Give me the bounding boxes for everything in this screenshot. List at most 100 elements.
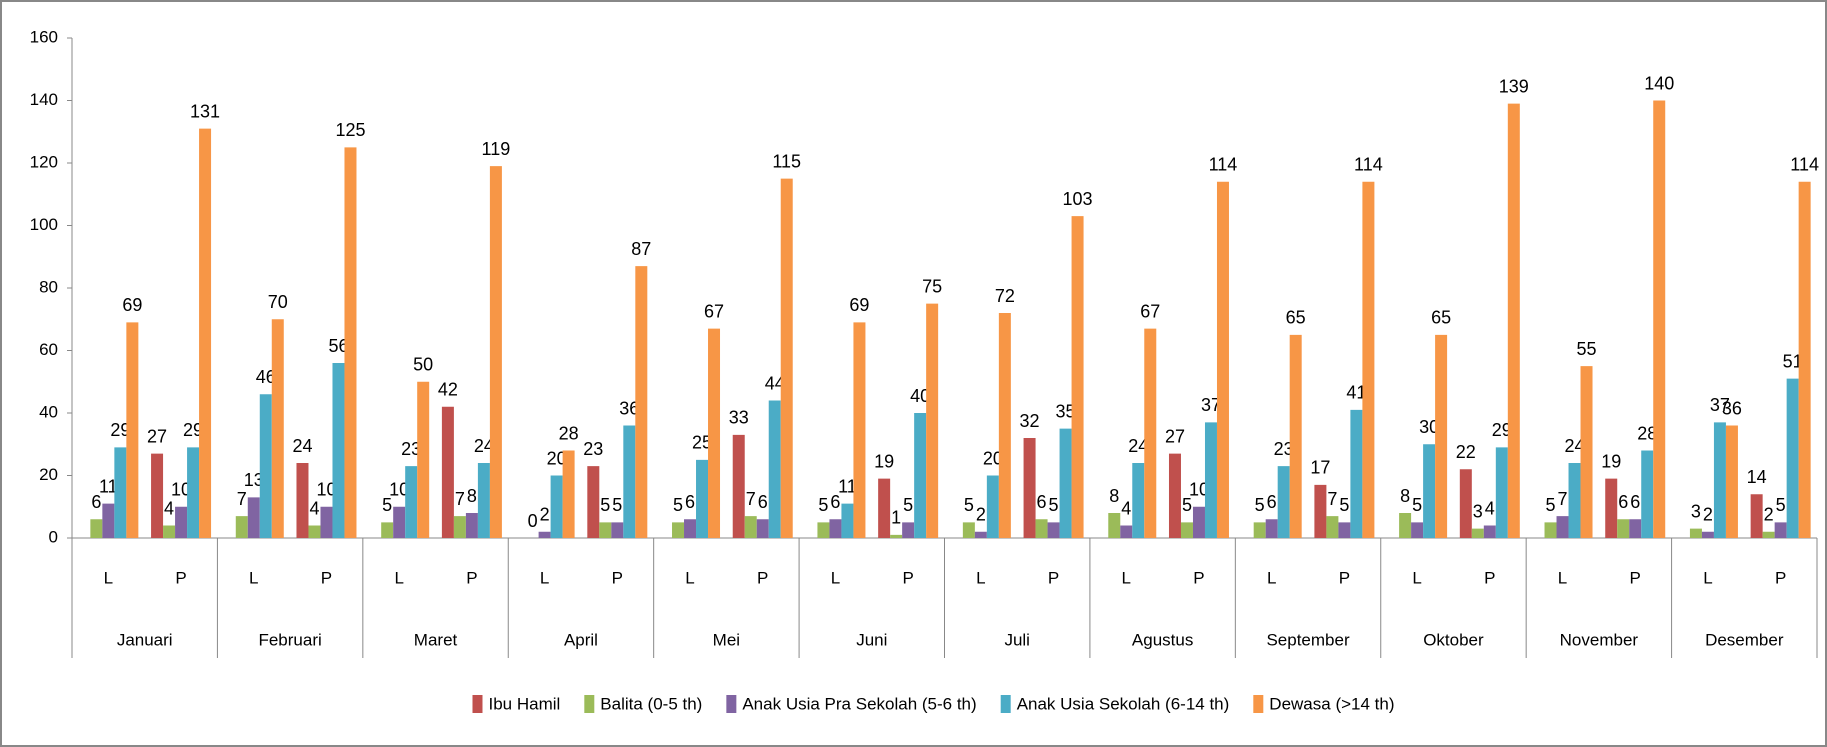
x-tick-label: L [1558,568,1567,587]
bar [441,406,454,538]
bar [1786,378,1799,538]
data-label: 24 [474,436,494,456]
bar [175,506,188,538]
data-label: 55 [1577,339,1597,359]
bar [1435,334,1448,538]
data-label: 19 [1601,451,1621,471]
legend-label: Dewasa (>14 th) [1269,694,1394,713]
x-tick-label: L [104,568,113,587]
data-label: 29 [1492,420,1512,440]
data-label: 5 [903,495,913,515]
data-label: 6 [91,492,101,512]
x-tick-label: P [1484,568,1495,587]
data-label: 5 [1412,495,1422,515]
data-label: 14 [1747,467,1767,487]
data-label: 24 [1565,436,1585,456]
legend-swatch [472,695,483,713]
bar [1798,181,1811,538]
group-label: April [564,630,598,649]
data-label: 46 [256,367,276,387]
data-label: 5 [818,495,828,515]
bar [1495,447,1508,538]
data-label: 6 [1618,492,1628,512]
bar [1605,478,1618,538]
bar [1168,453,1181,538]
bar [1289,334,1302,538]
bar [611,522,624,538]
bar [247,497,260,538]
data-label: 19 [874,451,894,471]
data-label: 0 [528,511,538,531]
bar [1071,216,1084,538]
data-label: 5 [382,495,392,515]
data-label: 5 [673,495,683,515]
data-label: 27 [147,426,167,446]
data-label: 27 [1165,426,1185,446]
data-label: 115 [772,151,801,171]
x-tick-label: P [902,568,913,587]
x-tick-label: P [1775,568,1786,587]
bar [114,447,127,538]
data-label: 11 [838,476,857,496]
bar [1762,531,1775,538]
bar [1362,181,1375,538]
y-tick-label: 0 [49,527,58,546]
data-label: 5 [1182,495,1192,515]
bar [1750,494,1763,538]
bar [1774,522,1787,538]
legend-swatch [1000,695,1011,713]
data-label: 24 [292,436,312,456]
bar [1350,409,1363,538]
data-label: 72 [995,286,1015,306]
data-label: 5 [1546,495,1556,515]
bar [890,534,903,538]
bar [756,519,769,538]
bar [1180,522,1193,538]
data-label: 5 [600,495,610,515]
y-tick-label: 160 [30,27,58,46]
bar [1544,522,1557,538]
group-label: Januari [117,630,173,649]
x-tick-label: L [1412,568,1421,587]
bar [1216,181,1229,538]
bar [308,525,321,538]
data-label: 139 [1499,76,1529,96]
data-label: 5 [964,495,974,515]
bar [1035,519,1048,538]
bar [878,478,891,538]
bar [163,525,176,538]
bar [1725,425,1738,538]
data-label: 23 [583,439,603,459]
data-label: 3 [1691,501,1701,521]
bar [1568,463,1581,538]
y-tick-label: 140 [30,90,58,109]
x-tick-label: P [1630,568,1641,587]
bar [1713,422,1726,538]
bar [1483,525,1496,538]
data-label: 7 [746,489,756,509]
data-label: 114 [1790,155,1819,175]
bar [817,522,830,538]
data-label: 1 [891,508,901,528]
x-tick-label: P [1193,568,1204,587]
group-label: September [1266,630,1349,649]
legend-label: Balita (0-5 th) [600,694,702,713]
data-label: 23 [401,439,421,459]
bar [599,522,612,538]
x-tick-label: L [1122,568,1131,587]
bar [974,531,987,538]
x-tick-label: L [249,568,258,587]
data-label: 41 [1346,383,1366,403]
bar [1132,463,1145,538]
data-label: 51 [1783,351,1803,371]
data-label: 40 [910,386,930,406]
data-label: 28 [559,423,579,443]
bar [151,453,164,538]
data-label: 114 [1209,155,1238,175]
bar [1047,522,1060,538]
bar [768,400,781,538]
bar [1326,516,1339,538]
bar [332,363,345,538]
